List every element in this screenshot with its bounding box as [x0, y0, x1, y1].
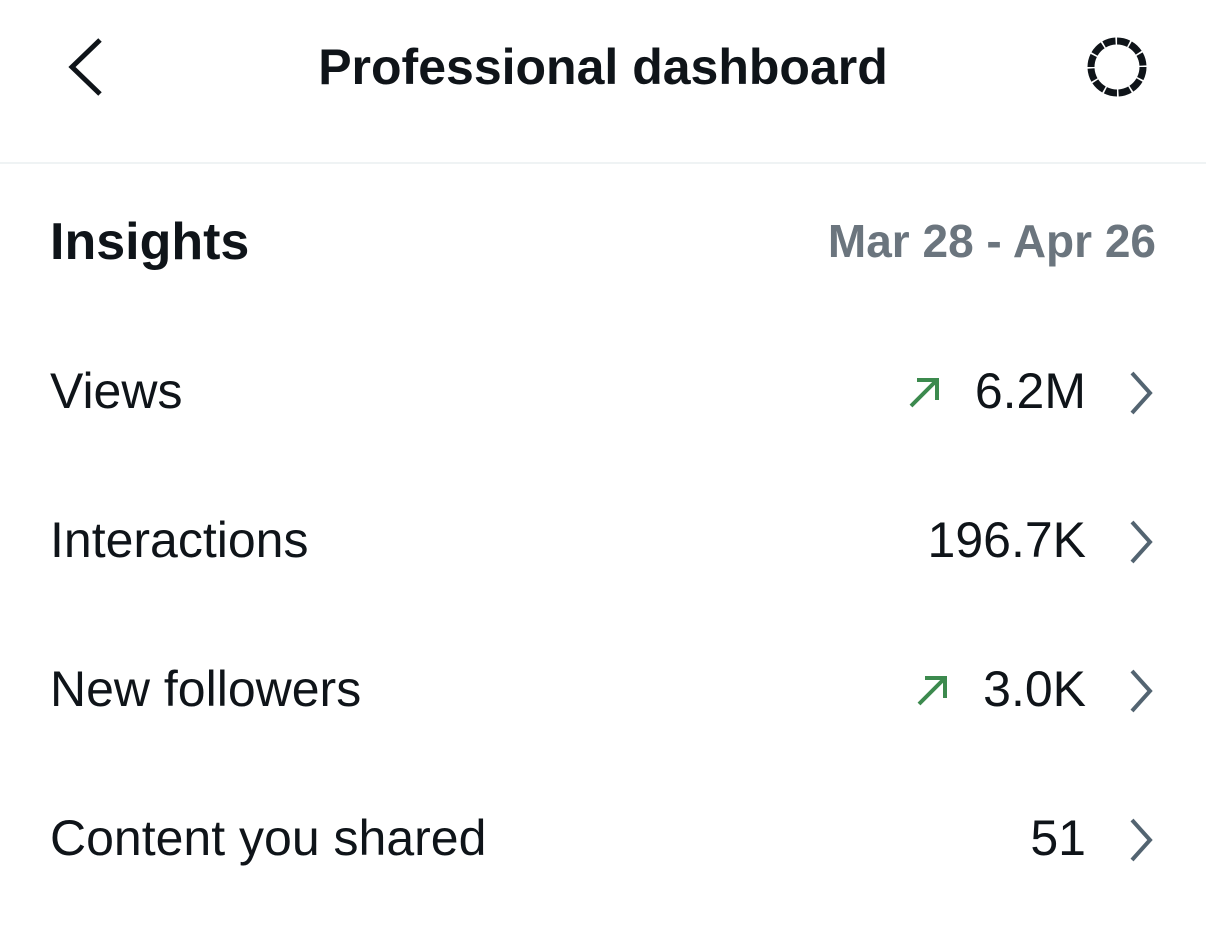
trend-up-icon [909, 378, 939, 408]
header: Professional dashboard [0, 0, 1206, 164]
settings-button[interactable] [1082, 32, 1152, 102]
chevron [1130, 520, 1153, 564]
back-button[interactable] [66, 36, 106, 98]
section-title: Insights [50, 213, 250, 271]
metric-row[interactable]: Content you shared 51 [0, 789, 1206, 889]
date-range: Mar 28 - Apr 26 [827, 215, 1156, 267]
metric-label: New followers [50, 661, 362, 717]
metric-value: 3.0K [983, 661, 1086, 717]
trend-up-icon [917, 676, 947, 706]
metric-row[interactable]: New followers 3.0K [0, 640, 1206, 740]
chevron [1130, 669, 1153, 713]
metric-label: Views [50, 363, 183, 419]
metric-label: Content you shared [50, 810, 487, 866]
metric-value: 51 [1030, 810, 1086, 866]
metric-row[interactable]: Interactions 196.7K [0, 491, 1206, 591]
metric-label: Interactions [50, 512, 309, 568]
metric-row[interactable]: Views 6.2M [0, 342, 1206, 442]
metric-value: 6.2M [974, 363, 1086, 419]
header-title: Professional dashboard [318, 39, 888, 95]
metric-value: 196.7K [927, 512, 1086, 568]
chevron [1130, 818, 1153, 862]
chevron [1130, 371, 1153, 415]
